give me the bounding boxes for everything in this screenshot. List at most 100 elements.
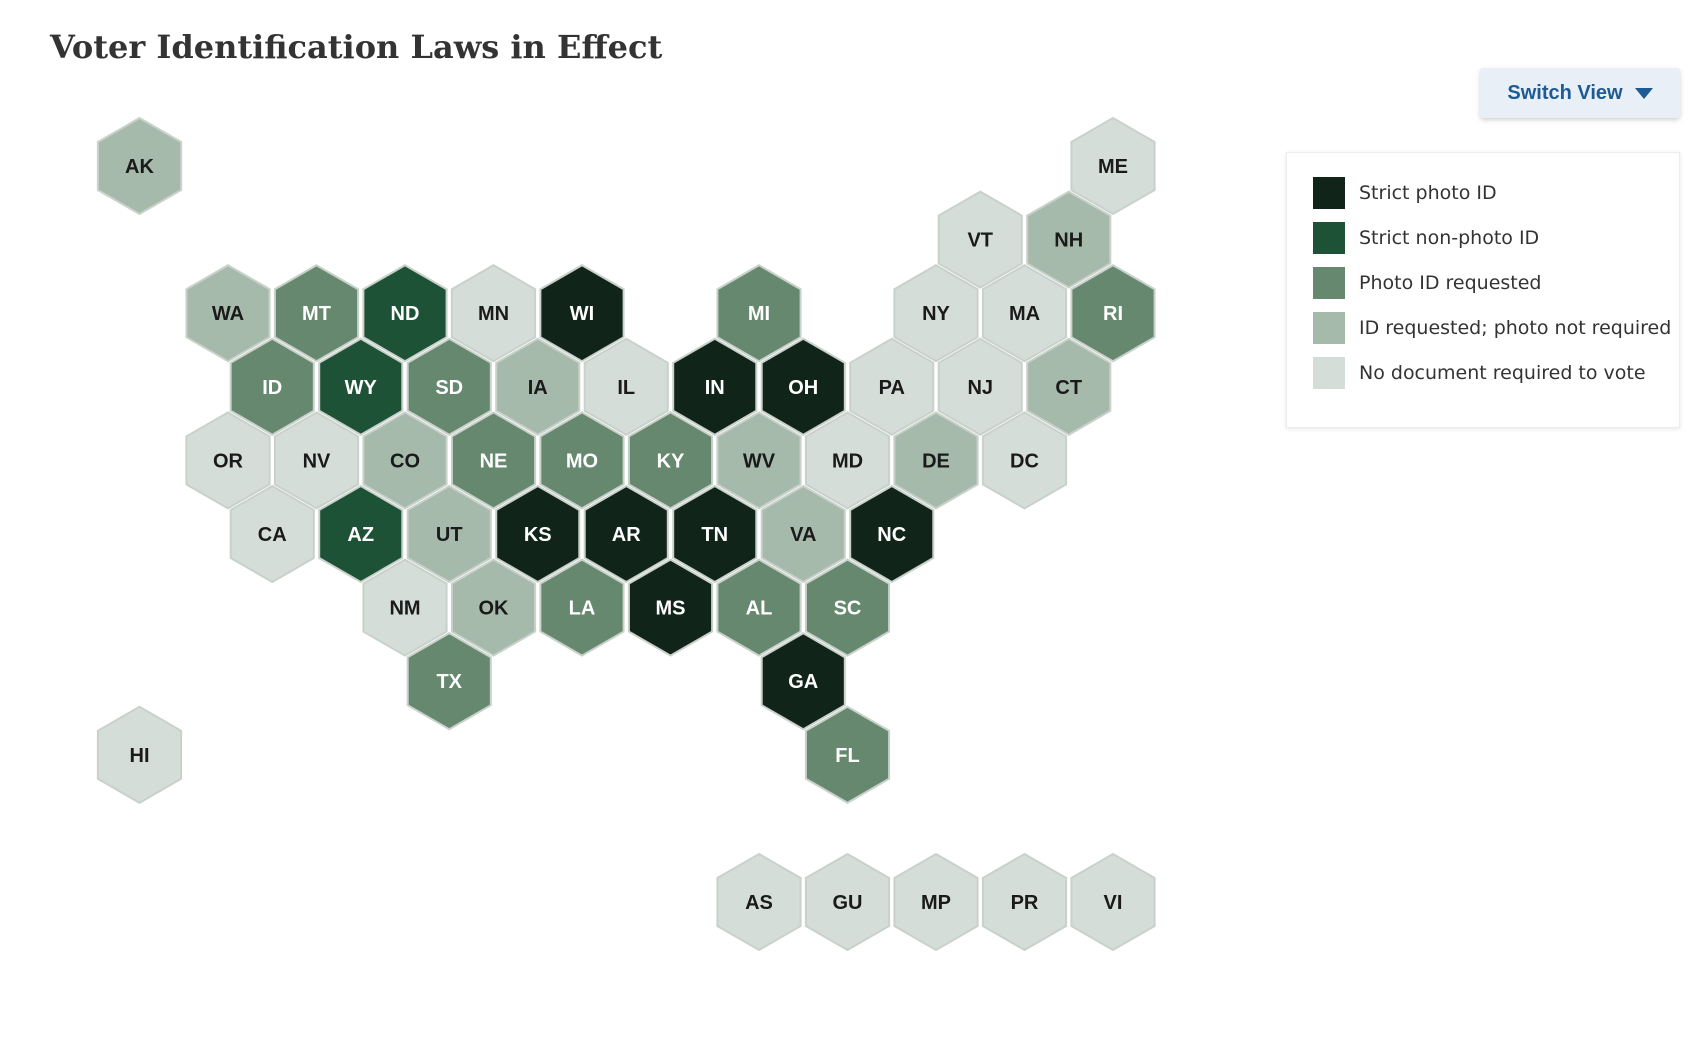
state-hex-ok[interactable]: OK [450,558,537,657]
state-hex-mi[interactable]: MI [716,264,802,363]
state-hex-me[interactable]: ME [1070,116,1156,216]
hex-tile[interactable] [229,484,315,584]
state-hex-nc[interactable]: NC [849,484,935,584]
state-hex-ne[interactable]: NE [450,411,537,510]
state-hex-al[interactable]: AL [716,558,802,657]
hex-tile[interactable] [406,484,492,584]
hex-tile[interactable] [716,852,802,952]
hex-tile[interactable] [495,484,581,584]
hex-tile[interactable] [627,558,714,657]
state-hex-nm[interactable]: NM [362,558,448,657]
state-hex-or[interactable]: OR [185,411,271,510]
hex-tile[interactable] [362,411,448,510]
hex-tile[interactable] [672,337,758,436]
hex-tile[interactable] [716,411,802,510]
state-hex-nv[interactable]: NV [273,411,360,510]
hex-tile[interactable] [937,337,1023,436]
state-hex-vt[interactable]: VT [937,190,1023,289]
hex-tile[interactable] [760,337,846,436]
hex-tile[interactable] [893,264,979,363]
state-hex-wy[interactable]: WY [318,337,404,436]
state-hex-de[interactable]: DE [893,411,979,510]
state-hex-as[interactable]: AS [716,852,802,952]
hex-tile[interactable] [1070,852,1156,952]
state-hex-wv[interactable]: WV [716,411,802,510]
hex-tile[interactable] [849,337,935,436]
state-hex-sd[interactable]: SD [406,337,492,436]
state-hex-va[interactable]: VA [760,484,846,584]
hex-tile[interactable] [362,264,448,363]
hex-tile[interactable] [406,632,492,731]
state-hex-tx[interactable]: TX [406,632,492,731]
state-hex-nj[interactable]: NJ [937,337,1023,436]
state-hex-mp[interactable]: MP [893,852,979,952]
hex-tile[interactable] [1026,190,1112,289]
hex-tile[interactable] [583,484,669,584]
hex-tile[interactable] [981,264,1068,363]
hex-tile[interactable] [318,337,404,436]
hex-tile[interactable] [185,264,271,363]
hex-tile[interactable] [1070,264,1156,363]
hex-tile[interactable] [760,484,846,584]
hex-tile[interactable] [849,484,935,584]
hex-tile[interactable] [362,558,448,657]
state-hex-ar[interactable]: AR [583,484,669,584]
hex-tile[interactable] [804,411,891,510]
hex-tile[interactable] [495,337,581,436]
switch-view-button[interactable]: Switch View [1480,68,1680,118]
hex-tile[interactable] [937,190,1023,289]
hex-tile[interactable] [229,337,315,436]
hex-tile[interactable] [539,264,625,363]
state-hex-ny[interactable]: NY [893,264,979,363]
hex-tile[interactable] [804,558,891,657]
state-hex-ga[interactable]: GA [760,632,846,731]
state-hex-nh[interactable]: NH [1026,190,1112,289]
hex-tile[interactable] [804,852,891,952]
state-hex-ia[interactable]: IA [495,337,581,436]
hex-tile[interactable] [273,264,360,363]
hex-tile[interactable] [760,632,846,731]
hex-tile[interactable] [96,705,183,804]
state-hex-in[interactable]: IN [672,337,758,436]
state-hex-ky[interactable]: KY [627,411,714,510]
hex-tile[interactable] [185,411,271,510]
state-hex-gu[interactable]: GU [804,852,891,952]
state-hex-az[interactable]: AZ [318,484,404,584]
hex-tile[interactable] [672,484,758,584]
state-hex-id[interactable]: ID [229,337,315,436]
hex-tile[interactable] [981,411,1068,510]
state-hex-nd[interactable]: ND [362,264,448,363]
hex-tile[interactable] [893,852,979,952]
state-hex-mt[interactable]: MT [273,264,360,363]
hex-tile[interactable] [96,116,183,216]
hex-tile[interactable] [893,411,979,510]
state-hex-fl[interactable]: FL [804,705,891,804]
hex-tile[interactable] [450,558,537,657]
state-hex-ak[interactable]: AK [96,116,183,216]
state-hex-ms[interactable]: MS [627,558,714,657]
hex-tile[interactable] [981,852,1068,952]
hex-tile[interactable] [1026,337,1112,436]
hex-tile[interactable] [406,337,492,436]
state-hex-il[interactable]: IL [583,337,669,436]
hex-tile[interactable] [627,411,714,510]
state-hex-ca[interactable]: CA [229,484,315,584]
state-hex-md[interactable]: MD [804,411,891,510]
state-hex-co[interactable]: CO [362,411,448,510]
state-hex-ri[interactable]: RI [1070,264,1156,363]
hex-tile[interactable] [450,411,537,510]
hex-tile[interactable] [716,264,802,363]
state-hex-vi[interactable]: VI [1070,852,1156,952]
hex-tile[interactable] [804,705,891,804]
state-hex-dc[interactable]: DC [981,411,1068,510]
state-hex-ma[interactable]: MA [981,264,1068,363]
state-hex-oh[interactable]: OH [760,337,846,436]
state-hex-ut[interactable]: UT [406,484,492,584]
state-hex-ct[interactable]: CT [1026,337,1112,436]
hex-tile[interactable] [583,337,669,436]
state-hex-pa[interactable]: PA [849,337,935,436]
state-hex-la[interactable]: LA [539,558,625,657]
state-hex-tn[interactable]: TN [672,484,758,584]
state-hex-sc[interactable]: SC [804,558,891,657]
hex-tile[interactable] [273,411,360,510]
